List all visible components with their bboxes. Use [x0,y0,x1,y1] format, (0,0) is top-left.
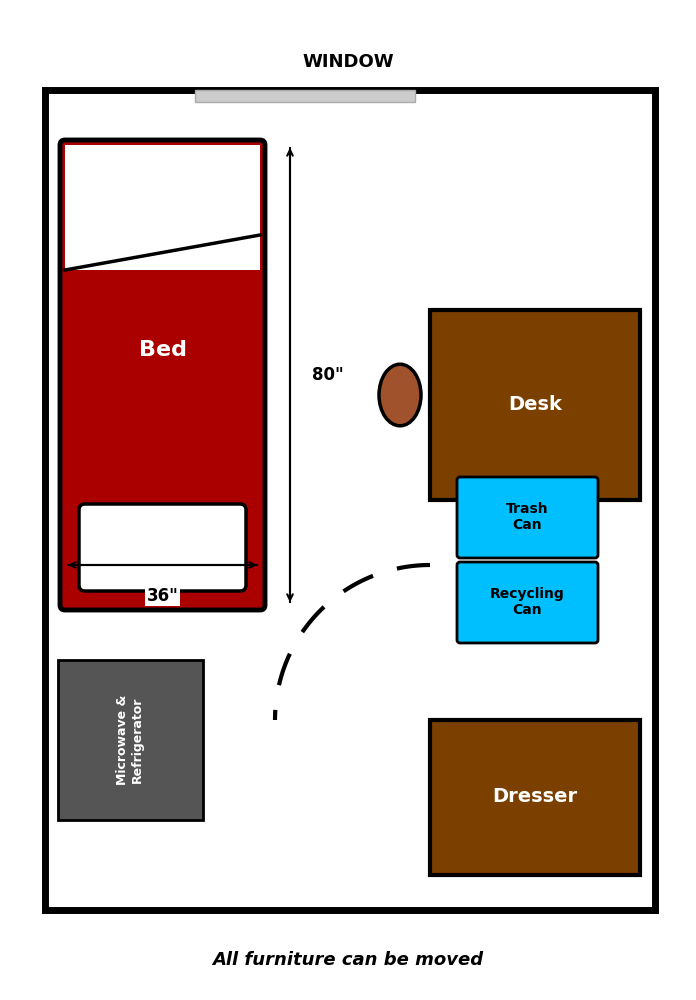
Text: All furniture can be moved: All furniture can be moved [212,951,484,969]
Text: Dresser: Dresser [493,788,578,806]
Text: 80": 80" [312,366,344,384]
FancyBboxPatch shape [79,504,246,591]
Text: Recycling
Can: Recycling Can [489,587,564,617]
Text: WINDOW: WINDOW [302,53,394,71]
Text: Desk: Desk [508,395,562,414]
Bar [195,90,415,102]
Text: Trash
Can: Trash Can [506,502,548,532]
FancyBboxPatch shape [457,477,598,558]
FancyBboxPatch shape [60,140,265,610]
Text: Bed: Bed [139,340,187,360]
Bar [65,145,260,270]
Bar [430,720,640,875]
Text: 36": 36" [147,587,178,605]
Ellipse shape [379,364,421,426]
Bar [430,310,640,500]
Bar [45,90,655,910]
Text: Microwave &
Refrigerator: Microwave & Refrigerator [116,695,144,785]
FancyBboxPatch shape [457,562,598,643]
Bar [58,660,203,820]
